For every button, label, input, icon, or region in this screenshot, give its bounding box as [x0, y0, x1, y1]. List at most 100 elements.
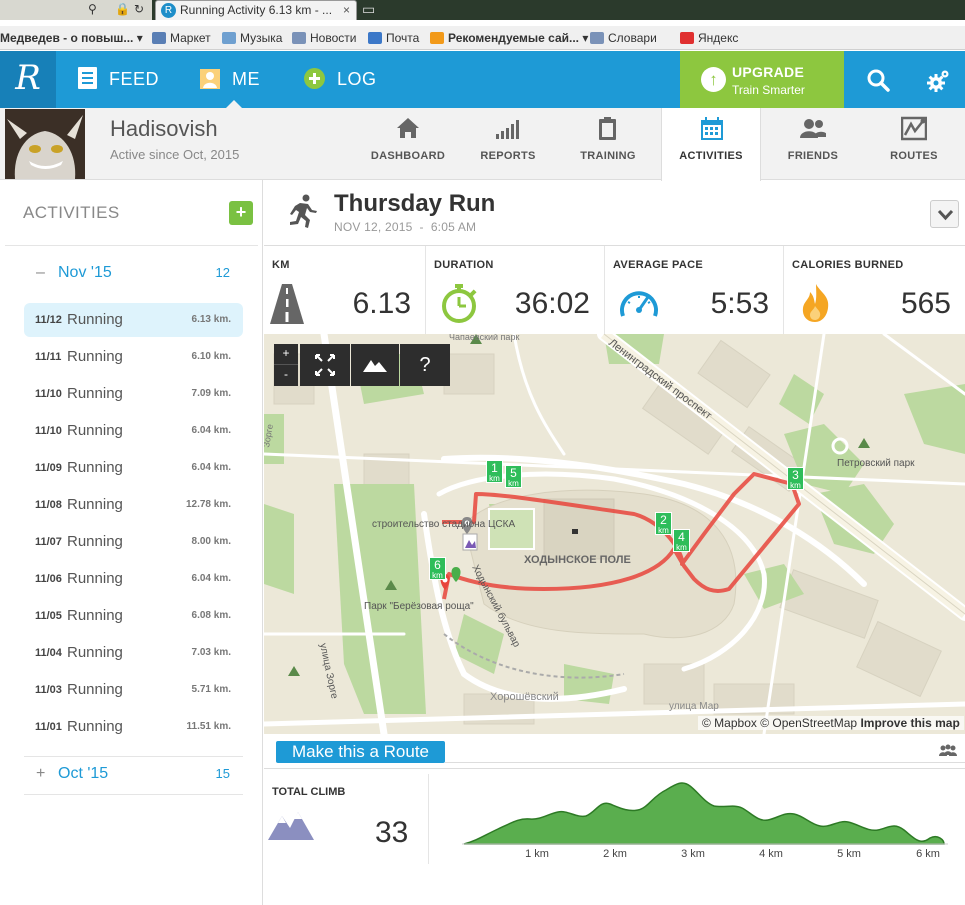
stat-label: CALORIES BURNED	[792, 259, 904, 271]
route-map[interactable]: Ленинградский проспект Петровский парк с…	[264, 334, 965, 734]
activity-distance: 5.71 km.	[191, 684, 231, 695]
people-icon[interactable]	[938, 744, 958, 758]
mountain-icon	[363, 360, 387, 372]
search-icon[interactable]: ⚲	[88, 2, 97, 16]
activity-list-item[interactable]: 11/09 Running 6.04 km.	[24, 451, 243, 485]
elevation-divider	[264, 768, 965, 769]
map-label-mar-street: улица Мар	[669, 701, 719, 712]
km-marker[interactable]: 2 km	[655, 512, 672, 535]
bookmark-item[interactable]: Словари	[590, 26, 657, 49]
nav-feed[interactable]: FEED	[78, 51, 159, 108]
bookmark-label: Музыка	[240, 31, 283, 45]
activity-list-item[interactable]: 11/03 Running 5.71 km.	[24, 673, 243, 707]
nav-me[interactable]: ME	[200, 51, 260, 108]
stat-km: KM 6.13	[264, 246, 426, 334]
activity-distance: 6.10 km.	[191, 351, 231, 362]
activity-menu-button[interactable]	[930, 200, 959, 228]
chevron-down-icon[interactable]: ▾	[133, 31, 143, 45]
zoom-in-button[interactable]: +	[274, 344, 298, 365]
activity-distance: 7.09 km.	[191, 388, 231, 399]
bookmark-item[interactable]: Медведев - о повыш... ▾	[0, 26, 143, 49]
map-attribution: © Mapbox © OpenStreetMap Improve this ma…	[698, 716, 964, 730]
bookmark-item[interactable]: Почта	[368, 26, 419, 49]
activity-distance: 7.03 km.	[191, 647, 231, 658]
month-divider	[24, 794, 243, 795]
map-help-button[interactable]: ?	[400, 344, 450, 386]
activity-list-item[interactable]: 11/11 Running 6.10 km.	[24, 340, 243, 374]
activity-name: Running	[67, 533, 123, 550]
activity-date: 11/10	[35, 425, 62, 437]
elevation-chart	[462, 782, 948, 845]
chevron-down-icon[interactable]: ▾	[579, 31, 589, 45]
tab-favicon-icon: R	[161, 3, 176, 18]
activity-list-item[interactable]: 11/08 Running 12.78 km.	[24, 488, 243, 522]
month-label: Nov '15	[58, 264, 112, 281]
activity-date: 11/11	[35, 351, 62, 363]
bookmark-item[interactable]: Рекомендуемые сай... ▾	[430, 26, 589, 49]
zoom-out-button[interactable]: -	[284, 367, 288, 381]
improve-map-link[interactable]: Improve this map	[860, 716, 960, 730]
activity-date: 11/10	[35, 388, 62, 400]
profile-name: Hadisovish	[110, 116, 218, 141]
activity-list-item[interactable]: 11/12 Running 6.13 km.	[24, 303, 243, 337]
subtab-routes[interactable]: ROUTES	[864, 108, 964, 180]
activity-name: Running	[67, 348, 123, 365]
upgrade-button[interactable]: ↑ UPGRADE Train Smarter	[680, 51, 844, 108]
subtab-dashboard[interactable]: DASHBOARD	[358, 108, 458, 180]
plus-circle-icon	[304, 68, 325, 89]
map-label-khoroshevsky: Хорошёвский	[490, 691, 559, 703]
activity-list-item[interactable]: 11/05 Running 6.08 km.	[24, 599, 243, 633]
activity-list-item[interactable]: 11/06 Running 6.04 km.	[24, 562, 243, 596]
km-marker[interactable]: 1 km	[486, 460, 503, 483]
running-icon	[290, 194, 317, 228]
refresh-icon[interactable]: ↻	[134, 2, 145, 16]
nav-log[interactable]: LOG	[304, 51, 377, 108]
km-marker[interactable]: 5 km	[505, 465, 522, 488]
browser-tab-active[interactable]: R Running Activity 6.13 km - ... ×	[155, 0, 357, 20]
map-label-petrovsky: Петровский парк	[837, 458, 915, 469]
make-route-button[interactable]: Make this a Route	[276, 741, 445, 763]
bookmark-item[interactable]: Яндекс	[680, 26, 738, 49]
browser-addressbar-remnant	[0, 0, 152, 20]
collapse-icon: –	[36, 264, 45, 281]
tab-close-icon[interactable]: ×	[342, 3, 350, 17]
total-climb-label: TOTAL CLIMB	[272, 786, 346, 798]
lock-icon: 🔒	[115, 2, 130, 16]
activity-name: Running	[67, 311, 123, 328]
add-activity-button[interactable]: +	[229, 201, 253, 225]
activity-list-item[interactable]: 11/04 Running 7.03 km.	[24, 636, 243, 670]
new-tab-icon[interactable]: ▭	[362, 1, 376, 17]
settings-gear-icon[interactable]	[925, 68, 951, 94]
activity-distance: 6.04 km.	[191, 573, 231, 584]
activity-date: 11/09	[35, 462, 62, 474]
activity-list-item[interactable]: 11/10 Running 7.09 km.	[24, 377, 243, 411]
fullscreen-button[interactable]	[300, 344, 350, 386]
bookmark-item[interactable]: Маркет	[152, 26, 211, 49]
activity-list-item[interactable]: 11/01 Running 11.51 km.	[24, 710, 243, 744]
tab-title: Running Activity 6.13 km - ...	[180, 3, 333, 17]
subtab-friends[interactable]: FRIENDS	[763, 108, 863, 180]
terrain-button[interactable]	[351, 344, 399, 386]
activity-name: Running	[67, 459, 123, 476]
attribution-osm-link[interactable]: © OpenStreetMap	[760, 716, 858, 730]
subtab-activities[interactable]: ACTIVITIES	[661, 108, 761, 181]
search-icon[interactable]	[866, 68, 892, 94]
map-label-birch-park: Парк "Берёзовая роща"	[364, 601, 474, 612]
stat-duration: DURATION 36:02	[426, 246, 605, 334]
km-marker[interactable]: 3 km	[787, 467, 804, 490]
route-divider	[445, 762, 965, 763]
attribution-mapbox-link[interactable]: © Mapbox	[702, 716, 757, 730]
logo[interactable]: R	[0, 51, 56, 108]
activity-list-item[interactable]: 11/07 Running 8.00 km.	[24, 525, 243, 559]
km-marker[interactable]: 4 km	[673, 529, 690, 552]
avatar[interactable]	[5, 109, 85, 179]
activity-list-item[interactable]: 11/10 Running 6.04 km.	[24, 414, 243, 448]
activity-distance: 6.13 km.	[191, 314, 231, 325]
km-marker[interactable]: 6 km	[429, 557, 446, 580]
subtab-reports[interactable]: REPORTS	[458, 108, 558, 180]
activity-title: Thursday Run	[334, 190, 496, 217]
subtab-training[interactable]: TRAINING	[558, 108, 658, 180]
bookmark-item[interactable]: Музыка	[222, 26, 283, 49]
elevation-x-tick: 2 km	[603, 848, 627, 860]
bookmark-item[interactable]: Новости	[292, 26, 356, 49]
